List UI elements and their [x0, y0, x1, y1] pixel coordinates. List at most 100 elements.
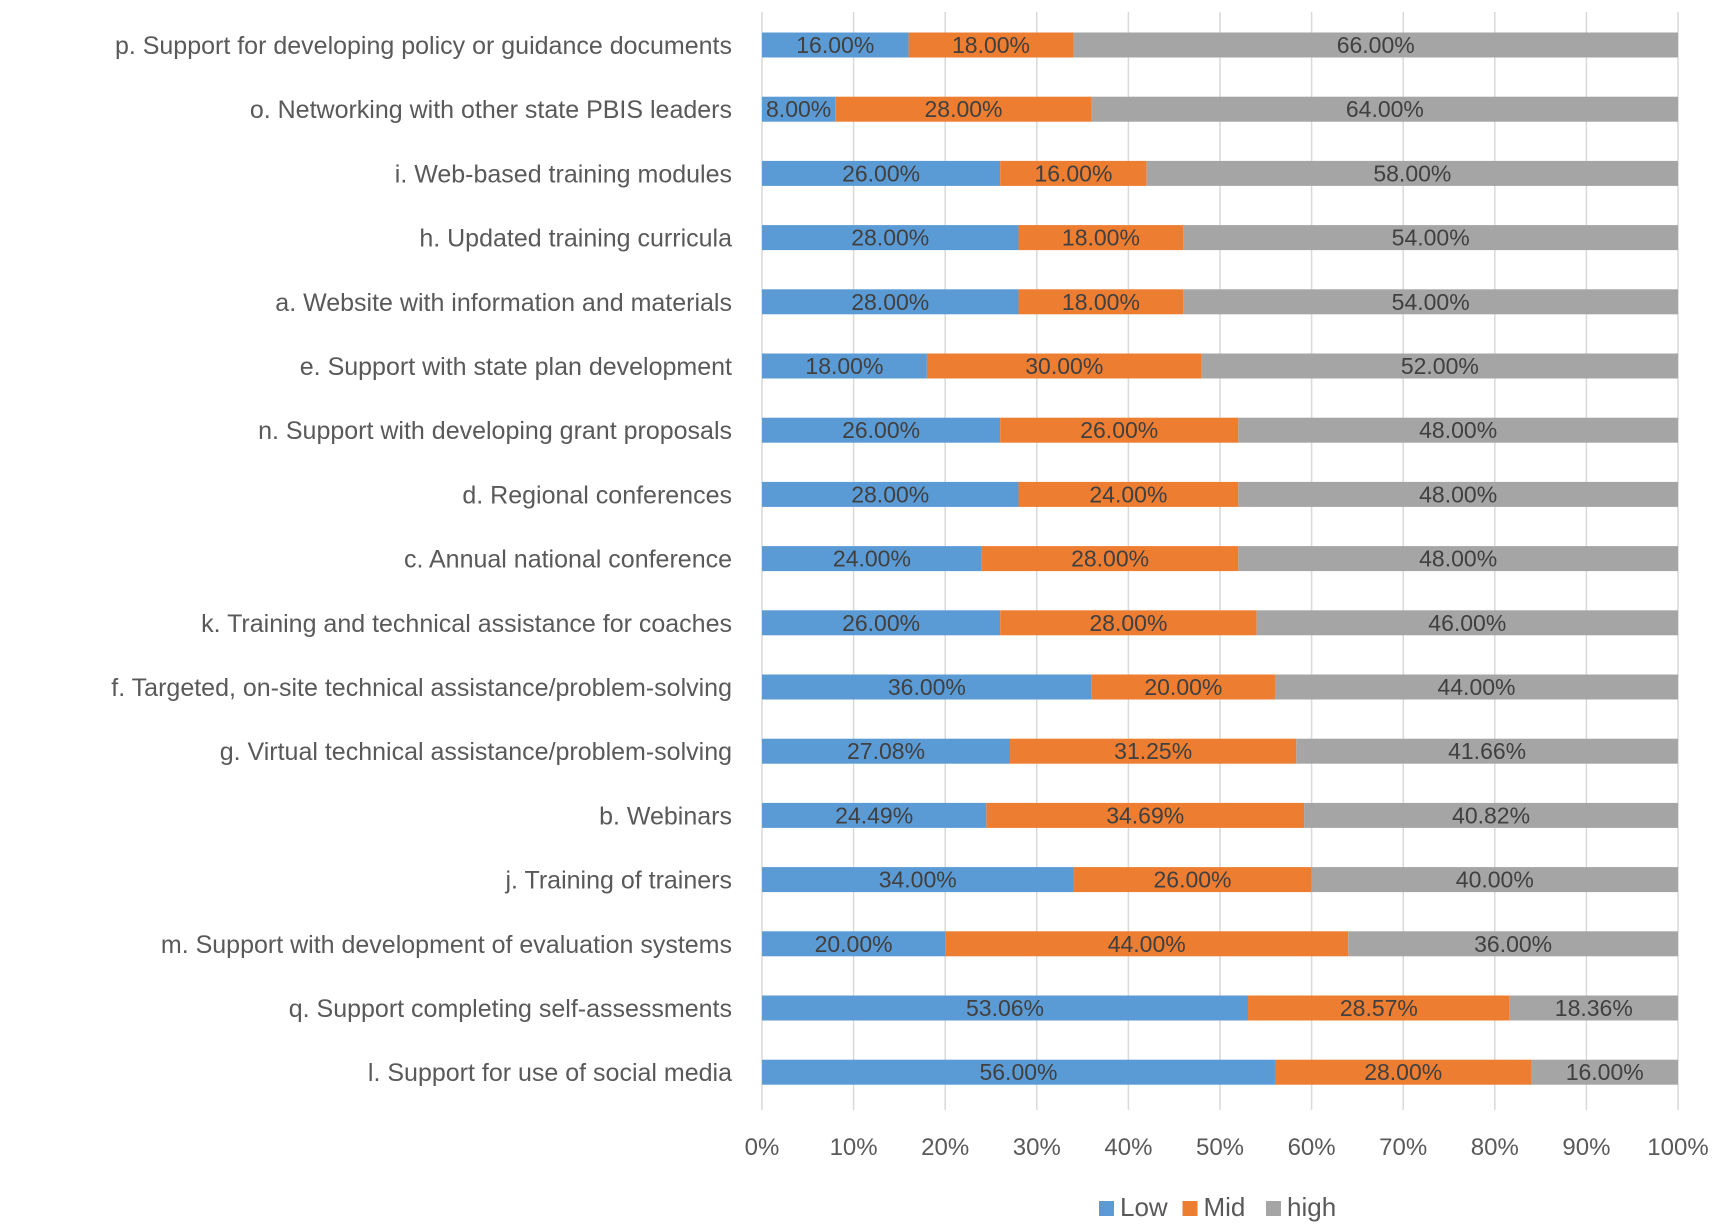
data-label: 27.08%	[847, 738, 925, 764]
bar-segment-mid	[1274, 1059, 1532, 1085]
bar-segment-high	[1348, 931, 1678, 957]
bar-segment-mid	[1073, 867, 1312, 893]
data-label: 18.00%	[952, 32, 1030, 58]
data-label: 8.00%	[766, 96, 831, 122]
data-label: 28.00%	[851, 289, 929, 315]
data-label: 18.00%	[805, 353, 883, 379]
data-label: 36.00%	[1474, 931, 1552, 957]
data-label: 53.06%	[966, 995, 1044, 1021]
bar-segment-high	[1201, 353, 1678, 379]
bar-segment-mid	[1000, 160, 1147, 186]
bar-segment-mid	[926, 353, 1202, 379]
category-label: o. Networking with other state PBIS lead…	[250, 96, 732, 124]
bar-segment-low	[762, 546, 982, 572]
x-tick-label: 50%	[1196, 1134, 1244, 1161]
data-label: 16.00%	[1566, 1059, 1644, 1085]
category-label: n. Support with developing grant proposa…	[258, 417, 732, 445]
data-label: 24.49%	[835, 802, 913, 828]
bar-segment-low	[762, 225, 1019, 251]
bar-segment-mid	[1248, 995, 1510, 1021]
category-label: d. Regional conferences	[462, 481, 732, 509]
bar-segment-low	[762, 995, 1249, 1021]
category-label: p. Support for developing policy or guid…	[115, 32, 732, 60]
data-label: 52.00%	[1401, 353, 1479, 379]
bar-segment-high	[1296, 738, 1678, 764]
bar-segment-low	[762, 353, 927, 379]
bar-segment-low	[762, 802, 987, 828]
bar-segment-mid	[835, 96, 1092, 122]
category-label: g. Virtual technical assistance/problem-…	[220, 738, 732, 766]
legend-swatch-mid	[1182, 1201, 1198, 1216]
bar-segment-mid	[908, 32, 1074, 58]
data-label: 28.00%	[1071, 546, 1149, 572]
bar-segment-low	[762, 610, 1001, 636]
category-label: m. Support with development of evaluatio…	[161, 931, 732, 959]
data-label: 26.00%	[842, 160, 920, 186]
category-label: j. Training of trainers	[505, 867, 733, 895]
data-label: 48.00%	[1419, 546, 1497, 572]
legend-label: Mid	[1204, 1192, 1246, 1222]
category-label: c. Annual national conference	[404, 546, 732, 574]
x-tick-label: 80%	[1471, 1134, 1519, 1161]
x-tick-label: 30%	[1013, 1134, 1061, 1161]
x-tick-label: 40%	[1104, 1134, 1152, 1161]
data-label: 48.00%	[1419, 417, 1497, 443]
data-label: 28.00%	[851, 225, 929, 251]
data-label: 56.00%	[979, 1059, 1057, 1085]
x-tick-label: 20%	[921, 1134, 969, 1161]
data-label: 26.00%	[842, 610, 920, 636]
bar-segment-high	[1238, 546, 1678, 572]
x-tick-label: 70%	[1379, 1134, 1427, 1161]
bar-segment-low	[762, 481, 1019, 507]
data-label: 34.00%	[879, 867, 957, 893]
data-label: 28.57%	[1340, 995, 1418, 1021]
bar-segment-mid	[986, 802, 1305, 828]
bar-segment-mid	[1018, 225, 1184, 251]
bar-segment-mid	[1018, 289, 1184, 315]
category-label: e. Support with state plan development	[300, 353, 732, 381]
x-tick-label: 100%	[1647, 1134, 1708, 1161]
category-label: h. Updated training curricula	[419, 225, 732, 253]
data-label: 18.36%	[1555, 995, 1633, 1021]
bar-segment-low	[762, 289, 1019, 315]
category-label: b. Webinars	[599, 802, 732, 830]
legend-label: high	[1287, 1192, 1336, 1222]
bar-segment-mid	[945, 931, 1349, 957]
bar-segment-high	[1146, 160, 1678, 186]
data-label: 40.00%	[1456, 867, 1534, 893]
bar-segment-mid	[981, 546, 1239, 572]
bar-segment-mid	[1018, 481, 1239, 507]
data-label: 36.00%	[888, 674, 966, 700]
data-label: 18.00%	[1062, 289, 1140, 315]
bar-segment-low	[762, 96, 836, 122]
category-label: k. Training and technical assistance for…	[201, 610, 732, 638]
bar-segment-low	[762, 674, 1092, 700]
bar-segment-high	[1073, 32, 1678, 58]
x-tick-label: 0%	[745, 1134, 780, 1161]
bar-segment-low	[762, 1059, 1275, 1085]
category-labels: p. Support for developing policy or guid…	[111, 32, 732, 1087]
bar-segment-high	[1274, 674, 1678, 700]
data-label: 44.00%	[1437, 674, 1515, 700]
data-label: 31.25%	[1114, 738, 1192, 764]
data-label: 24.00%	[833, 546, 911, 572]
bar-segment-high	[1311, 867, 1678, 893]
data-label: 58.00%	[1373, 160, 1451, 186]
bar-segment-high	[1183, 289, 1678, 315]
data-label: 26.00%	[842, 417, 920, 443]
bar-segment-low	[762, 160, 1001, 186]
data-label: 26.00%	[1080, 417, 1158, 443]
category-label: a. Website with information and material…	[275, 289, 732, 317]
bar-segment-mid	[1000, 610, 1257, 636]
bar-segment-high	[1238, 417, 1678, 443]
data-label: 54.00%	[1392, 289, 1470, 315]
bar-segment-mid	[1000, 417, 1239, 443]
bar-segment-high	[1091, 96, 1678, 122]
data-label: 16.00%	[1034, 160, 1112, 186]
bar-segment-high	[1183, 225, 1678, 251]
x-tick-label: 90%	[1562, 1134, 1610, 1161]
legend: Low Mid high	[1099, 1192, 1336, 1222]
legend-label: Low	[1120, 1192, 1168, 1222]
x-tick-label: 60%	[1288, 1134, 1336, 1161]
